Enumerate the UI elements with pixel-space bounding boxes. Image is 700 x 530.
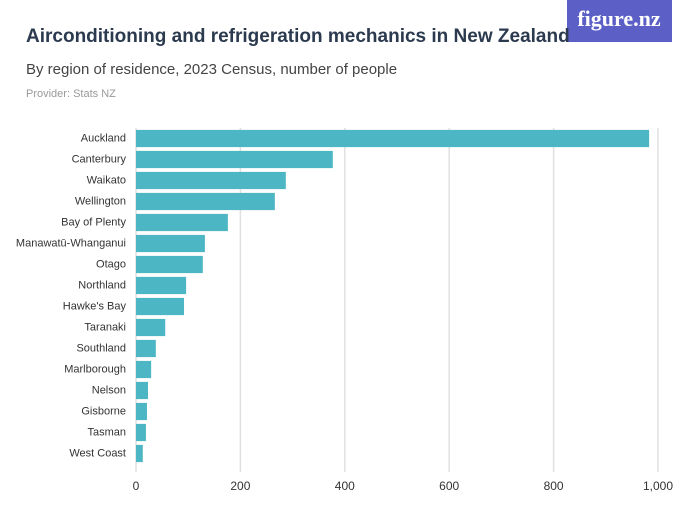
bar [136, 318, 166, 337]
bar [136, 381, 149, 400]
x-tick-label: 200 [230, 479, 250, 493]
bar [136, 234, 205, 253]
bar [136, 255, 203, 274]
x-tick-label: 0 [133, 479, 140, 493]
bar [136, 423, 146, 442]
provider: Provider: Stats NZ [26, 88, 116, 100]
bar [136, 444, 143, 463]
y-tick-label: Tasman [87, 426, 126, 438]
bar [136, 276, 187, 295]
bar [136, 171, 286, 190]
y-tick-label: Southland [76, 342, 126, 354]
x-tick-label: 600 [439, 479, 459, 493]
y-tick-label: Manawatū-Whanganui [16, 237, 126, 249]
y-tick-label: Wellington [75, 195, 126, 207]
x-tick-label: 800 [544, 479, 564, 493]
bar [136, 360, 152, 379]
y-tick-label: Northland [78, 279, 126, 291]
x-tick-label: 1,000 [643, 479, 673, 493]
y-tick-label: Auckland [81, 132, 126, 144]
y-tick-label: Canterbury [72, 153, 127, 165]
y-tick-label: Waikato [87, 174, 126, 186]
bar [136, 150, 333, 169]
bar [136, 297, 185, 316]
bar [136, 339, 156, 358]
y-tick-label: Nelson [92, 384, 126, 396]
chart-title: Airconditioning and refrigeration mechan… [26, 26, 570, 47]
logo-box [567, 0, 672, 42]
logo: figure.nz [577, 6, 661, 31]
y-tick-label: Bay of Plenty [61, 216, 126, 228]
bar [136, 129, 650, 148]
y-tick-label: West Coast [69, 447, 126, 459]
x-tick-label: 400 [335, 479, 355, 493]
y-tick-label: Marlborough [64, 363, 126, 375]
bar [136, 192, 275, 211]
y-tick-label: Hawke's Bay [63, 300, 127, 312]
bar [136, 402, 147, 421]
bar [136, 213, 228, 232]
y-tick-label: Gisborne [81, 405, 126, 417]
y-tick-label: Taranaki [84, 321, 126, 333]
y-tick-label: Otago [96, 258, 126, 270]
chart-subtitle: By region of residence, 2023 Census, num… [26, 61, 397, 78]
